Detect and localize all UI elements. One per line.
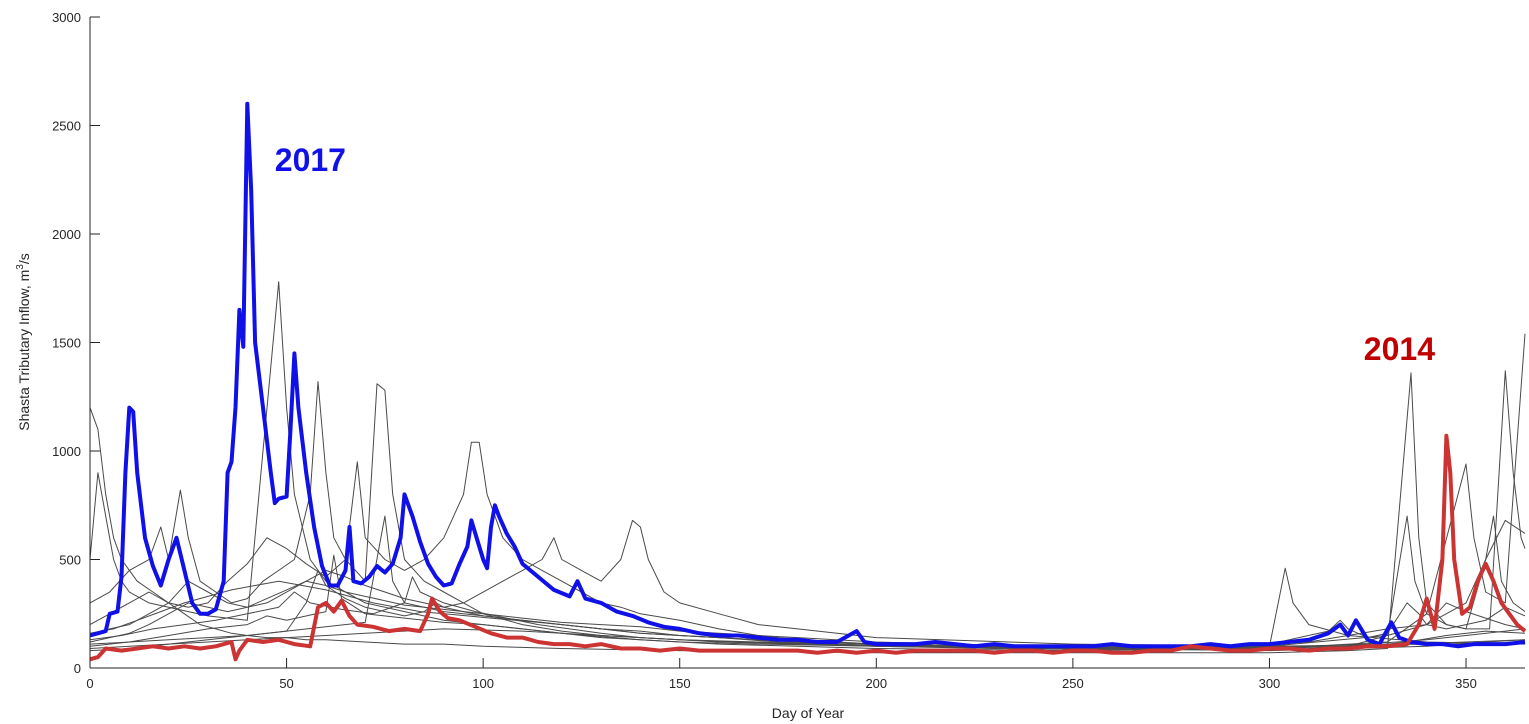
annotations: 2017 2014 <box>275 142 1435 367</box>
series-line-bg-10 <box>89 515 1526 649</box>
x-tick-label: 50 <box>279 676 293 691</box>
series-line-bg-6 <box>89 515 1526 649</box>
x-tick-label: 200 <box>865 676 887 691</box>
series-line-bg-2 <box>89 381 1526 649</box>
series-line-bg-1 <box>89 281 1526 652</box>
y-tick-label: 1000 <box>52 444 81 459</box>
series-layer <box>89 101 1527 662</box>
axes: 0 50 100 150 200 250 300 350 0 500 1000 1500 2000 250… <box>52 10 1525 691</box>
series-line-bg-0 <box>89 370 1526 654</box>
x-tick-label: 350 <box>1455 676 1477 691</box>
y-tick-label: 500 <box>59 553 81 568</box>
annotation-2017: 2017 <box>275 142 346 178</box>
x-tick-label: 300 <box>1259 676 1281 691</box>
y-tick-label: 2000 <box>52 227 81 242</box>
series-line-2014 <box>89 433 1527 662</box>
x-tick-label: 0 <box>86 676 93 691</box>
x-tick-label: 150 <box>669 676 691 691</box>
x-tick-label: 100 <box>472 676 494 691</box>
y-axis-label: Shasta Tributary Inflow, m3/s <box>15 253 32 431</box>
y-tick-label: 3000 <box>52 10 81 25</box>
y-tick-label: 0 <box>74 661 81 676</box>
annotation-2014: 2014 <box>1364 331 1435 367</box>
series-line-2017 <box>89 101 1526 649</box>
y-tick-label: 1500 <box>52 336 81 351</box>
x-axis-label: Day of Year <box>772 705 845 721</box>
series-line-bg-4 <box>89 519 1526 647</box>
y-tick-label: 2500 <box>52 119 81 134</box>
x-tick-label: 250 <box>1062 676 1084 691</box>
series-line-bg-5 <box>89 580 1526 647</box>
